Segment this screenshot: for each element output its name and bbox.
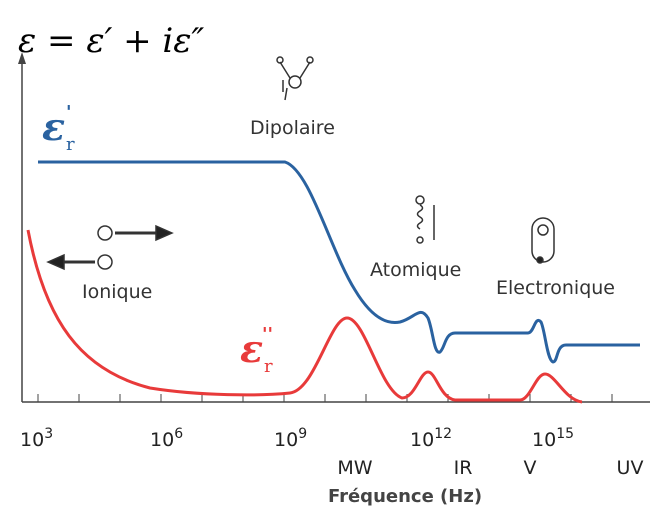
tick-base: 10 bbox=[274, 429, 298, 451]
mechanism-label: Ionique bbox=[82, 281, 152, 303]
imaginary-curve bbox=[26, 229, 583, 404]
imaginary-label: ε r '' bbox=[240, 324, 273, 377]
formula: ε = ε′ + iε″ bbox=[18, 21, 205, 61]
real-curve bbox=[38, 160, 640, 364]
band-label: IR bbox=[454, 457, 473, 479]
label-prime: '' bbox=[262, 324, 273, 345]
x-axis-label: Fréquence (Hz) bbox=[328, 486, 482, 507]
x-tick-label: 106 bbox=[150, 426, 183, 451]
band-label: UV bbox=[617, 457, 644, 479]
tick-exponent: 12 bbox=[434, 426, 452, 442]
tick-exponent: 15 bbox=[556, 426, 574, 442]
label-subscript: r bbox=[264, 356, 273, 377]
real-label: ε r ' bbox=[42, 102, 75, 155]
tick-base: 10 bbox=[532, 429, 556, 451]
tick-exponent: 9 bbox=[298, 426, 307, 442]
tick-base: 10 bbox=[410, 429, 434, 451]
mechanism-label: Atomique bbox=[370, 259, 461, 281]
x-tick-label: 109 bbox=[274, 426, 307, 451]
tick-exponent: 3 bbox=[44, 426, 53, 442]
band-label: V bbox=[524, 457, 537, 479]
mechanism-label: Electronique bbox=[496, 277, 615, 299]
mechanism-label: Dipolaire bbox=[250, 117, 335, 139]
band-label: MW bbox=[337, 457, 372, 479]
label-subscript: r bbox=[66, 134, 75, 155]
tick-base: 10 bbox=[20, 429, 44, 451]
icons bbox=[46, 56, 555, 271]
x-tick-label: 103 bbox=[20, 426, 53, 451]
y-axis-arrow bbox=[18, 52, 26, 64]
label-prime: ' bbox=[66, 102, 72, 123]
label-symbol: ε bbox=[42, 104, 65, 149]
label-symbol: ε bbox=[240, 326, 263, 371]
x-tick-label: 1015 bbox=[532, 426, 574, 451]
tick-base: 10 bbox=[150, 429, 174, 451]
tick-exponent: 6 bbox=[174, 426, 183, 442]
x-tick-label: 1012 bbox=[410, 426, 452, 451]
